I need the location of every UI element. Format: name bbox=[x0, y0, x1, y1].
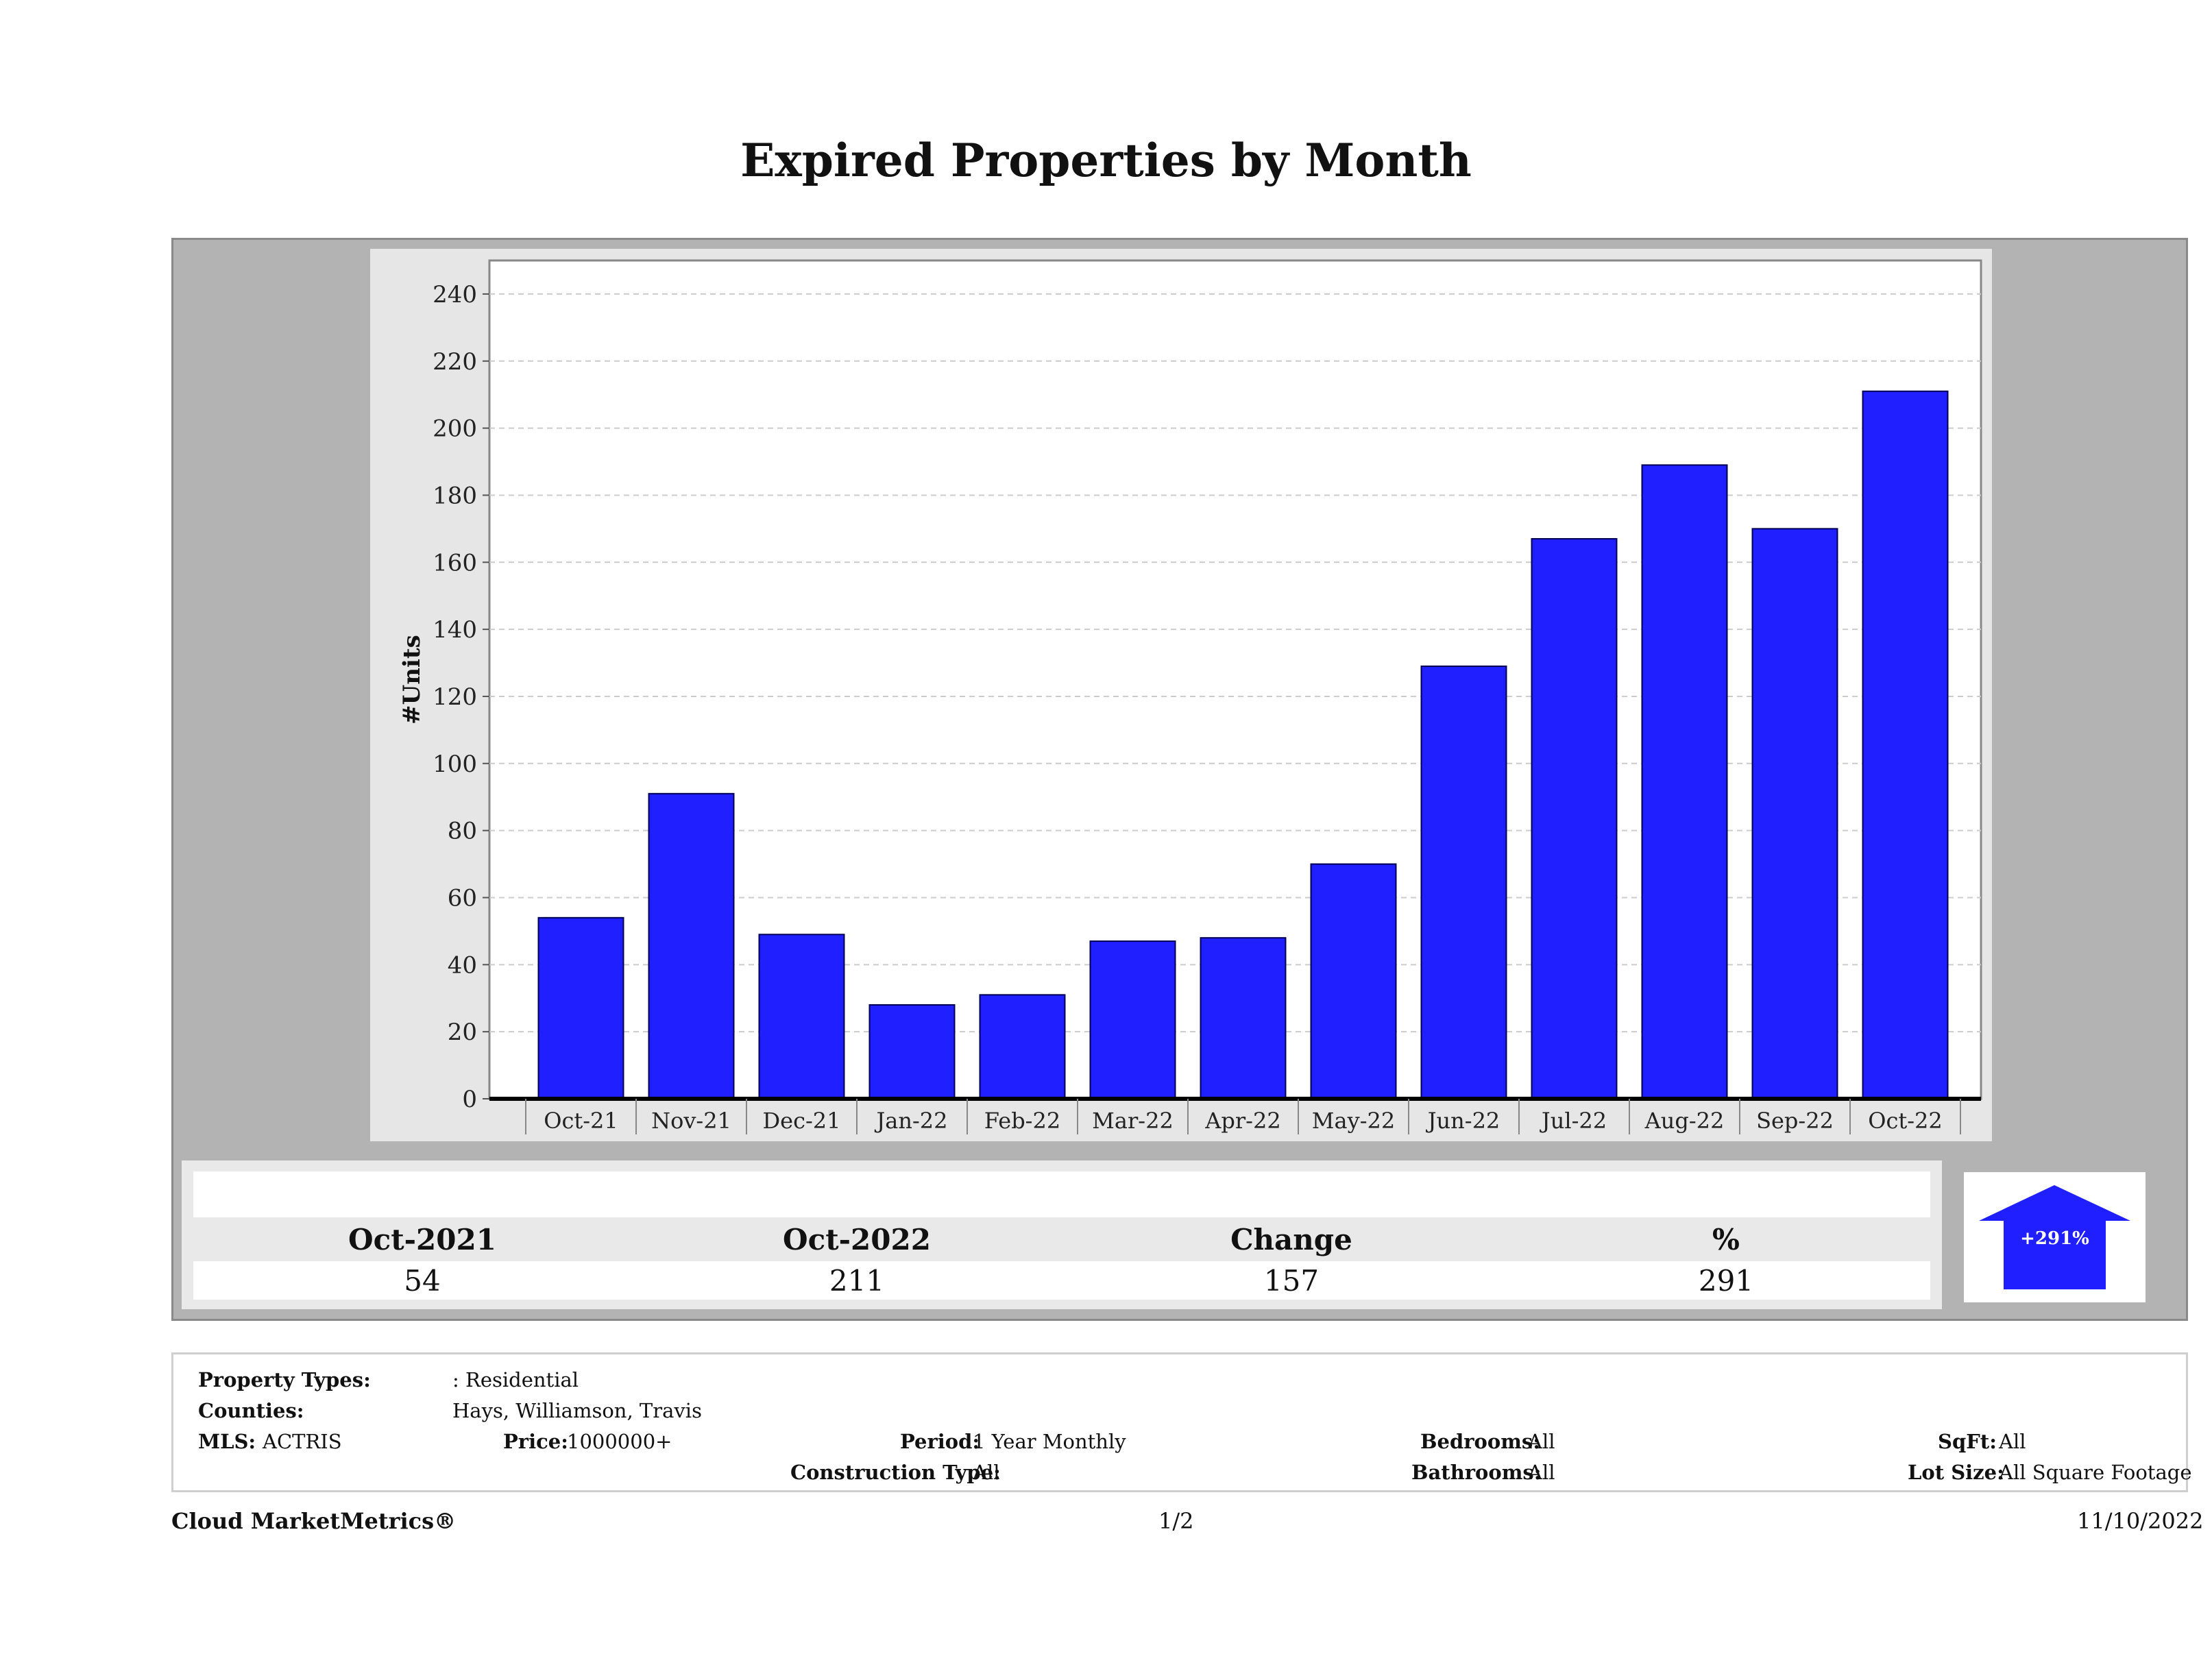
bathrooms-value: All bbox=[1528, 1461, 1555, 1484]
y-tick-label: 120 bbox=[433, 683, 477, 711]
stats-table: Oct-2021 Oct-2022 Change % 54 211 157 29… bbox=[182, 1160, 1942, 1309]
x-tick-label: Oct-22 bbox=[1868, 1108, 1943, 1134]
mls-value: ACTRIS bbox=[263, 1430, 342, 1453]
property-types-value: : Residential bbox=[452, 1368, 579, 1391]
bar-Feb-22 bbox=[979, 994, 1066, 1100]
sqft-value: All bbox=[1999, 1430, 2026, 1453]
y-tick-label: 40 bbox=[448, 951, 477, 979]
up-arrow-icon bbox=[1979, 1185, 2130, 1289]
y-tick-label: 80 bbox=[448, 818, 477, 845]
y-tick-label: 0 bbox=[462, 1086, 477, 1113]
stats-header-end: Oct-2022 bbox=[783, 1223, 931, 1256]
stats-header-start: Oct-2021 bbox=[348, 1223, 496, 1256]
y-tick-label: 20 bbox=[448, 1019, 477, 1046]
bedrooms-label: Bedrooms: bbox=[1420, 1430, 1540, 1453]
bar-Mar-22 bbox=[1089, 940, 1176, 1099]
price-label: Price: bbox=[503, 1430, 568, 1453]
x-tick-label: Nov-21 bbox=[651, 1108, 731, 1134]
x-tick-label: Jan-22 bbox=[874, 1108, 947, 1134]
x-tick-label: Jul-22 bbox=[1540, 1108, 1607, 1134]
stats-header-row: Oct-2021 Oct-2022 Change % bbox=[193, 1217, 1930, 1261]
stats-value-end: 211 bbox=[829, 1264, 885, 1298]
y-tick-label: 160 bbox=[433, 549, 477, 576]
footer-brand: Cloud MarketMetrics® bbox=[171, 1508, 457, 1534]
bar-Jun-22 bbox=[1420, 665, 1507, 1099]
page-title: Expired Properties by Month bbox=[740, 134, 1472, 187]
x-tick-label: Mar-22 bbox=[1092, 1108, 1174, 1134]
price-value: 1000000+ bbox=[567, 1430, 672, 1453]
bar-Apr-22 bbox=[1200, 937, 1287, 1100]
bar-Oct-22 bbox=[1862, 390, 1949, 1100]
bar-Dec-21 bbox=[758, 934, 845, 1099]
y-tick-label: 180 bbox=[433, 482, 477, 509]
x-tick-label: May-22 bbox=[1312, 1108, 1395, 1134]
change-badge-label: +291% bbox=[2020, 1228, 2089, 1249]
x-tick-label: Jun-22 bbox=[1426, 1108, 1500, 1134]
bedrooms-value: All bbox=[1528, 1430, 1555, 1453]
stats-header-change: Change bbox=[1230, 1223, 1352, 1256]
change-badge: +291% bbox=[1964, 1172, 2146, 1302]
bar-Jan-22 bbox=[868, 1004, 956, 1100]
footer-page-number: 1/2 bbox=[1158, 1508, 1194, 1534]
criteria-box: Property Types: : Residential Counties: … bbox=[171, 1352, 2192, 1492]
y-tick-label: 60 bbox=[448, 884, 477, 912]
stats-value-percent: 291 bbox=[1698, 1264, 1754, 1298]
stats-value-change: 157 bbox=[1263, 1264, 1320, 1298]
footer-date: 11/10/2022 bbox=[2077, 1508, 2204, 1534]
counties-label: Counties: bbox=[198, 1399, 304, 1422]
construction-type-label: Construction Type: bbox=[790, 1461, 1001, 1484]
y-axis-label: #Units bbox=[398, 635, 426, 725]
bar-Jul-22 bbox=[1531, 538, 1618, 1099]
y-tick-label: 100 bbox=[433, 751, 477, 778]
mls-label: MLS: bbox=[198, 1430, 256, 1453]
counties-value: Hays, Williamson, Travis bbox=[452, 1399, 702, 1422]
stats-blank-row bbox=[193, 1171, 1930, 1217]
lot-size-value: All Square Footage bbox=[1999, 1461, 2192, 1484]
y-tick-label: 240 bbox=[433, 281, 477, 308]
y-tick-label: 140 bbox=[433, 616, 477, 644]
bar-chart: 0 20 40 60 80 100 120 140 160 180 200 220 240 #Units O… bbox=[398, 259, 1982, 1134]
bathrooms-label: Bathrooms: bbox=[1411, 1461, 1542, 1484]
x-tick-label: Dec-21 bbox=[762, 1108, 840, 1134]
x-tick-label: Apr-22 bbox=[1204, 1108, 1280, 1134]
construction-type-value: All bbox=[973, 1461, 1000, 1484]
bar-May-22 bbox=[1310, 863, 1397, 1099]
y-tick-label: 200 bbox=[433, 415, 477, 443]
bar-Aug-22 bbox=[1641, 464, 1728, 1099]
stats-value-start: 54 bbox=[404, 1264, 441, 1298]
sqft-label: SqFt: bbox=[1938, 1430, 1997, 1453]
period-value: 1 Year Monthly bbox=[973, 1430, 1126, 1453]
bar-Nov-21 bbox=[648, 792, 735, 1099]
x-tick-label: Oct-21 bbox=[544, 1108, 618, 1134]
chart-frame: 0 20 40 60 80 100 120 140 160 180 200 220 240 #Units O… bbox=[370, 249, 1992, 1141]
x-tick-label: Sep-22 bbox=[1756, 1108, 1834, 1134]
x-tick-label: Aug-22 bbox=[1644, 1108, 1725, 1134]
bar-Oct-21 bbox=[537, 916, 624, 1099]
period-label: Period: bbox=[900, 1430, 980, 1453]
property-types-label: Property Types: bbox=[198, 1368, 371, 1391]
stats-value-row: 54 211 157 291 bbox=[193, 1261, 1930, 1300]
x-tick-label: Feb-22 bbox=[984, 1108, 1060, 1134]
lot-size-label: Lot Size: bbox=[1908, 1461, 2004, 1484]
stats-header-percent: % bbox=[1712, 1223, 1740, 1256]
bar-Sep-22 bbox=[1751, 528, 1838, 1099]
y-tick-label: 220 bbox=[433, 348, 477, 376]
